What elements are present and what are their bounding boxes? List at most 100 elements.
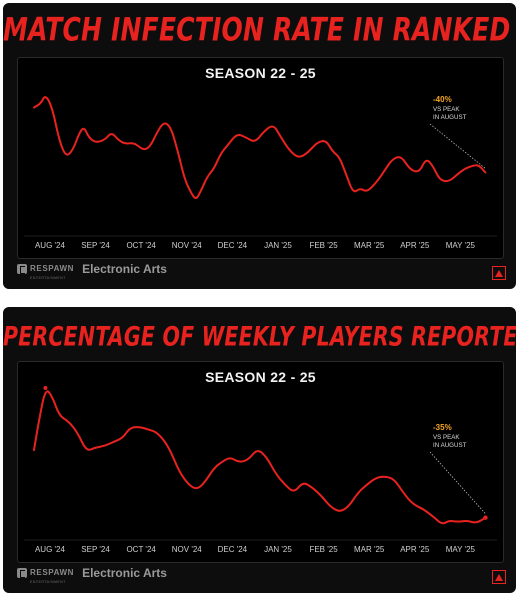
data-point [134, 142, 135, 143]
annotation-label: IN AUGUST [433, 442, 467, 449]
respawn-tagline: ENTERTAINMENT [30, 276, 66, 280]
data-point [273, 124, 274, 125]
data-point [375, 477, 376, 478]
data-point [419, 172, 420, 173]
data-point [104, 445, 105, 446]
chart-subtitle: SEASON 22 - 25 [205, 65, 316, 81]
data-point [236, 133, 237, 134]
data-point [298, 158, 299, 159]
data-point [394, 479, 395, 480]
data-point [280, 136, 281, 137]
data-point [348, 506, 349, 507]
data-point [248, 459, 249, 460]
data-point [52, 107, 53, 108]
data-point [129, 427, 130, 428]
data-point [68, 421, 69, 422]
data-point [72, 150, 73, 151]
x-tick-label: SEP '24 [81, 241, 110, 250]
data-point [122, 437, 123, 438]
data-point [423, 509, 424, 510]
x-tick-label: JAN '25 [264, 241, 292, 250]
data-point [255, 142, 256, 143]
data-point [312, 487, 313, 488]
data-point [410, 169, 411, 170]
data-point [448, 181, 449, 182]
footer-branding: RESPAWN ENTERTAINMENT Electronic Arts [17, 258, 167, 280]
data-point [239, 462, 240, 463]
footer-branding: RESPAWN ENTERTAINMENT Electronic Arts [17, 562, 167, 584]
annotation-label: VS PEAK [433, 106, 460, 113]
end-marker [483, 515, 488, 520]
data-point [150, 146, 151, 147]
data-point [40, 103, 41, 104]
data-point [432, 516, 433, 517]
data-point [204, 481, 205, 482]
data-point [339, 512, 340, 513]
chart-panel-infection-rate: MATCH INFECTION RATE IN RANKED BR SEASON… [3, 3, 516, 289]
x-tick-label: AUG '24 [35, 545, 66, 554]
data-point [289, 150, 290, 151]
publisher-name: Electronic Arts [82, 566, 167, 580]
respawn-logo: RESPAWN ENTERTAINMENT [17, 562, 74, 584]
data-point [245, 137, 246, 138]
data-point [464, 168, 465, 169]
data-point [412, 503, 413, 504]
data-point [471, 165, 472, 166]
data-point [163, 121, 164, 122]
data-point [284, 484, 285, 485]
data-point [467, 520, 468, 521]
data-point [275, 473, 276, 474]
data-point [38, 422, 39, 423]
x-tick-label: FEB '25 [309, 545, 338, 554]
data-point [302, 481, 303, 482]
data-point [113, 441, 114, 442]
data-point [357, 492, 358, 493]
data-point [95, 447, 96, 448]
data-point [401, 155, 402, 156]
annotation-value: -35% [433, 423, 452, 432]
data-point [59, 415, 60, 416]
data-point [118, 139, 119, 140]
data-point [391, 159, 392, 160]
data-point [138, 426, 139, 427]
data-point [332, 151, 333, 152]
data-point [157, 132, 158, 133]
data-point [264, 130, 265, 131]
data-point [88, 137, 89, 138]
data-point [307, 152, 308, 153]
data-point [220, 462, 221, 463]
data-point [214, 168, 215, 169]
data-point [359, 188, 360, 189]
data-point [325, 139, 326, 140]
respawn-wordmark: RESPAWN [30, 264, 75, 273]
annotation-leader [429, 123, 486, 169]
x-tick-label: MAY '25 [446, 545, 476, 554]
data-point [227, 145, 228, 146]
annotation-leader [429, 451, 486, 514]
data-point [458, 521, 459, 522]
x-tick-label: MAR '25 [354, 545, 385, 554]
data-point [191, 487, 192, 488]
data-point [95, 142, 96, 143]
data-point [125, 143, 126, 144]
data-point [346, 175, 347, 176]
x-tick-label: DEC '24 [218, 241, 248, 250]
data-point [207, 176, 208, 177]
x-tick-label: OCT '24 [126, 545, 156, 554]
data-point [168, 445, 169, 446]
data-point [177, 150, 178, 151]
data-point [230, 456, 231, 457]
peak-marker [43, 386, 48, 390]
data-point [257, 448, 258, 449]
data-point [366, 191, 367, 192]
series-line [33, 390, 487, 525]
data-point [52, 396, 53, 397]
data-point [79, 132, 80, 133]
data-point [191, 193, 192, 194]
x-tick-label: MAY '25 [446, 241, 476, 250]
data-point [375, 182, 376, 183]
chart-title: MATCH INFECTION RATE IN RANKED BR [3, 11, 516, 49]
x-tick-label: NOV '24 [172, 241, 203, 250]
data-point [104, 139, 105, 140]
data-point [485, 172, 486, 173]
